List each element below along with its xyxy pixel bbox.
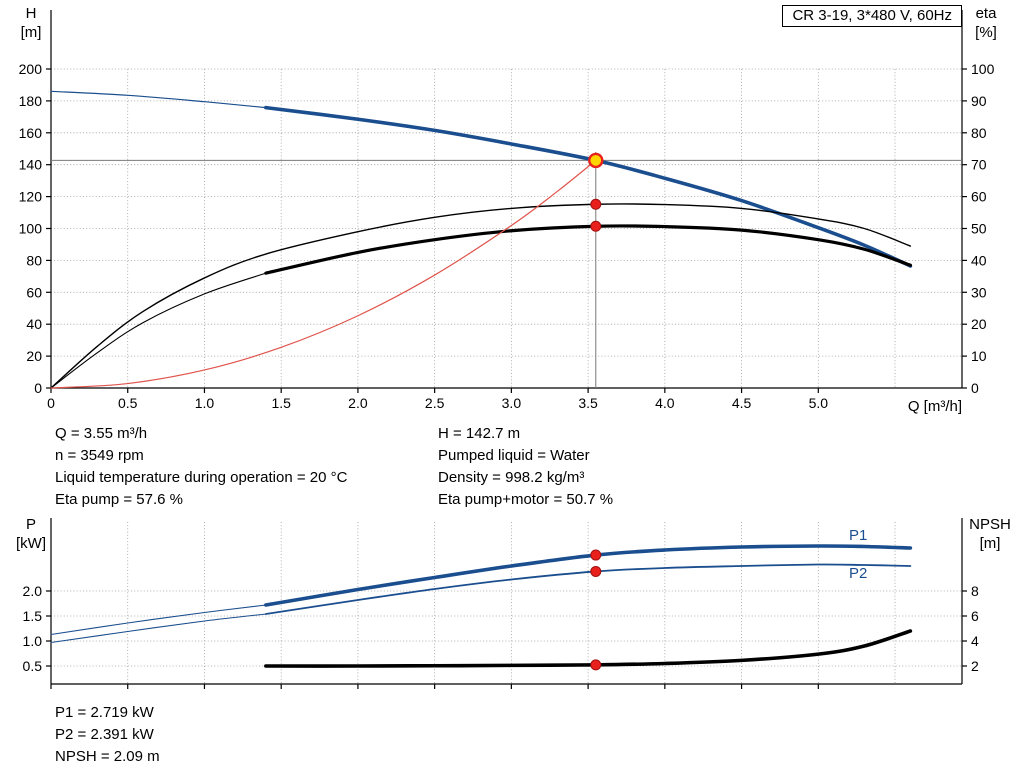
operating-dot-marker	[590, 659, 602, 671]
x-tick-label: 5.0	[809, 395, 829, 411]
p2-curve-label: P2	[849, 565, 868, 582]
y-right-tick-label: 40	[971, 252, 987, 268]
info-line-npsh: NPSH = 2.09 m	[55, 748, 160, 765]
info-line-flow: Q = 3.55 m³/h	[55, 425, 148, 442]
y-left-tick-label: 160	[19, 125, 43, 141]
operating-dot-marker	[590, 198, 602, 210]
y-right-tick-label: 6	[971, 608, 979, 624]
y-right-tick-label: 2	[971, 658, 979, 674]
y-right-tick-label: 8	[971, 583, 979, 599]
y-right-tick-label: 60	[971, 189, 987, 205]
operating-dot-marker	[590, 565, 602, 577]
info-line-density: Density = 998.2 kg/m³	[438, 469, 585, 486]
axis-title-p: P	[25, 516, 36, 533]
pump-title-box: CR 3-19, 3*480 V, 60Hz	[782, 5, 962, 27]
info-line-p2: P2 = 2.391 kW	[55, 726, 154, 743]
duty-info-left: Q = 3.55 m³/h n = 3549 rpm Liquid temper…	[55, 423, 347, 511]
bottom-left-axis-title: P [kW]	[8, 515, 54, 553]
axis-title-p-unit: [kW]	[16, 535, 46, 552]
p1-curve-thin	[50, 604, 267, 636]
h-curve-thin	[50, 90, 267, 109]
bottom-right-axis-title: NPSH [m]	[960, 515, 1020, 553]
top-right-axis-title: eta [%]	[962, 4, 1010, 42]
x-tick-label: 3.0	[502, 395, 522, 411]
x-tick-label: 2.0	[348, 395, 368, 411]
x-tick-label: 4.0	[655, 395, 675, 411]
top-left-axis-title: H [m]	[8, 4, 54, 42]
axis-title-h: H	[25, 5, 37, 22]
x-axis-title: Q [m³/h]	[907, 398, 962, 415]
h-curve	[264, 105, 913, 268]
y-left-tick-label: 180	[19, 93, 43, 109]
x-tick-label: 3.5	[578, 395, 598, 411]
y-right-tick-label: 4	[971, 633, 979, 649]
eta-pump-motor-curve-thin	[50, 272, 267, 389]
duty-info-right: H = 142.7 m Pumped liquid = Water Densit…	[438, 423, 613, 511]
y-right-tick-label: 20	[971, 316, 987, 332]
p2-curve-thin	[50, 613, 267, 644]
power-info: P1 = 2.719 kW P2 = 2.391 kW NPSH = 2.09 …	[55, 702, 160, 768]
axis-title-eta: eta	[975, 5, 997, 22]
info-line-eta-pump: Eta pump = 57.6 %	[55, 491, 183, 508]
x-tick-label: 2.5	[425, 395, 445, 411]
y-left-tick-label: 80	[26, 252, 42, 268]
y-left-tick-label: 1.0	[23, 633, 43, 649]
y-right-tick-label: 50	[971, 221, 987, 237]
y-left-tick-label: 2.0	[23, 583, 43, 599]
y-left-tick-label: 140	[19, 157, 43, 173]
x-tick-label: 4.5	[732, 395, 752, 411]
operating-dot-marker	[590, 549, 602, 561]
y-right-tick-label: 100	[971, 61, 995, 77]
axis-title-h-unit: [m]	[20, 24, 42, 41]
info-line-liquid: Pumped liquid = Water	[438, 447, 590, 464]
y-left-tick-label: 100	[19, 221, 43, 237]
x-tick-label: 0.5	[118, 395, 138, 411]
info-line-eta-pump-motor: Eta pump+motor = 50.7 %	[438, 491, 614, 508]
eta-pump-curve	[50, 203, 912, 389]
y-left-tick-label: 40	[26, 316, 42, 332]
axis-title-npsh: NPSH	[969, 516, 1011, 533]
y-right-tick-label: 70	[971, 157, 987, 173]
info-line-head: H = 142.7 m	[438, 425, 521, 442]
info-line-speed: n = 3549 rpm	[55, 447, 144, 464]
x-tick-label: 0	[47, 395, 55, 411]
p1-curve-label: P1	[849, 527, 868, 544]
axis-title-eta-unit: [%]	[975, 24, 997, 41]
y-left-tick-label: 0.5	[23, 658, 43, 674]
y-right-tick-label: 90	[971, 93, 987, 109]
y-left-tick-label: 200	[19, 61, 43, 77]
p1-curve	[264, 544, 913, 607]
eta-pump-motor-curve	[264, 224, 912, 275]
x-tick-label: 1.5	[271, 395, 291, 411]
y-left-tick-label: 20	[26, 348, 42, 364]
npsh-curve	[264, 629, 913, 668]
y-left-tick-label: 1.5	[23, 608, 43, 624]
y-right-tick-label: 80	[971, 125, 987, 141]
axis-title-npsh-unit: [m]	[979, 535, 1001, 552]
y-right-tick-label: 30	[971, 284, 987, 300]
p2-curve	[264, 563, 912, 615]
info-line-p1: P1 = 2.719 kW	[55, 704, 154, 721]
y-left-tick-label: 120	[19, 189, 43, 205]
y-left-tick-label: 0	[34, 380, 42, 396]
y-left-tick-label: 60	[26, 284, 42, 300]
x-tick-label: 1.0	[195, 395, 215, 411]
info-line-temperature: Liquid temperature during operation = 20…	[55, 469, 348, 486]
system-curve	[50, 159, 597, 389]
operating-dot-marker	[590, 220, 602, 232]
y-right-tick-label: 10	[971, 348, 987, 364]
y-right-tick-label: 0	[971, 380, 979, 396]
duty-point-marker	[588, 152, 604, 169]
